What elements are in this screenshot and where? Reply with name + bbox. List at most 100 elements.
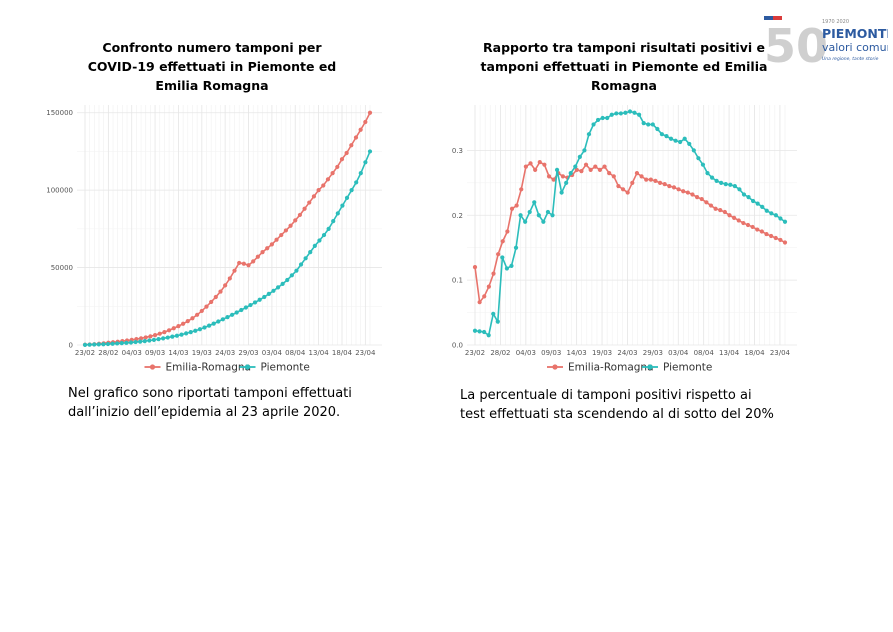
legend-key-dot (149, 364, 156, 370)
data-point (659, 132, 665, 137)
data-point (582, 148, 587, 153)
data-point (143, 335, 148, 340)
data-point (778, 216, 783, 221)
data-point (708, 203, 714, 208)
data-point (239, 307, 244, 313)
data-point (602, 164, 607, 169)
data-point (513, 245, 519, 250)
data-point (237, 260, 242, 266)
data-point (583, 162, 589, 167)
data-point (682, 136, 687, 141)
data-point (209, 299, 214, 305)
data-point (732, 183, 737, 189)
data-point (653, 178, 658, 183)
data-point (719, 180, 724, 185)
data-point (681, 189, 686, 194)
data-point (312, 243, 317, 249)
data-point (280, 281, 285, 286)
data-point (257, 297, 262, 302)
data-point (650, 122, 655, 127)
data-point (179, 332, 184, 337)
data-point (274, 237, 279, 242)
data-point (152, 332, 158, 338)
data-point (495, 319, 500, 324)
data-point (285, 277, 290, 283)
data-point (185, 319, 190, 324)
legend-label: Piemonte (261, 362, 310, 374)
data-point (718, 207, 723, 213)
data-point (486, 333, 491, 338)
data-point (505, 229, 510, 234)
logo-line-2: valori comuni (822, 41, 888, 54)
plot-panel (77, 105, 382, 345)
data-point (745, 222, 751, 228)
data-point (225, 315, 230, 320)
legend-label: Emilia-Romagna (568, 362, 654, 374)
data-point (755, 201, 760, 206)
data-point (289, 273, 294, 278)
data-point (207, 323, 212, 328)
data-point (509, 263, 514, 268)
data-point (600, 115, 605, 121)
data-point (657, 180, 663, 185)
y-tick-label: 100000 (46, 187, 73, 195)
data-point (96, 342, 101, 347)
y-tick-label: 0 (69, 342, 73, 350)
data-point (482, 294, 487, 299)
data-point (241, 261, 246, 266)
data-point (509, 206, 515, 211)
x-tick-label: 18/04 (744, 349, 765, 357)
data-point (504, 266, 510, 271)
data-point (213, 294, 218, 300)
data-point (667, 183, 672, 189)
data-point (574, 167, 579, 172)
data-point (541, 219, 546, 224)
legend-key-dot (647, 364, 653, 370)
data-point (335, 211, 340, 216)
x-tick-label: 24/03 (215, 349, 235, 357)
data-point (303, 256, 308, 261)
data-point (266, 291, 271, 297)
x-tick-label: 04/03 (516, 349, 536, 357)
logo-tagline: Una regione, tante storie (822, 56, 879, 62)
data-point (367, 149, 373, 154)
data-point (607, 171, 612, 176)
data-point (162, 330, 167, 335)
data-point (546, 174, 552, 179)
data-point (518, 213, 523, 218)
data-point (691, 148, 696, 153)
data-point (637, 112, 642, 117)
data-point (269, 242, 274, 247)
data-point (551, 177, 556, 182)
data-point (148, 334, 153, 339)
x-tick-label: 04/03 (122, 349, 142, 357)
data-point (298, 262, 304, 267)
data-point (586, 132, 592, 137)
data-point (500, 255, 505, 260)
data-point (243, 305, 248, 310)
data-point (644, 177, 649, 182)
data-point (491, 271, 496, 276)
y-tick-label: 50000 (51, 264, 73, 272)
data-point (252, 300, 258, 305)
data-point (105, 341, 111, 347)
data-point (668, 136, 674, 141)
data-point (275, 285, 281, 290)
data-point (367, 110, 373, 115)
data-point (700, 162, 706, 167)
x-tick-label: 09/03 (541, 349, 561, 357)
data-point (308, 249, 313, 255)
data-point (288, 223, 293, 228)
data-point (176, 324, 181, 329)
data-point (363, 160, 368, 165)
right-chart-title: Rapporto tra tamponi risultati positivi … (462, 38, 786, 95)
x-tick-label: 13/04 (719, 349, 740, 357)
x-tick-label: 23/04 (770, 349, 791, 357)
data-point (161, 336, 166, 341)
data-point (694, 195, 700, 200)
x-tick-label: 13/04 (309, 349, 330, 357)
data-point (568, 171, 573, 176)
data-point (260, 249, 265, 255)
data-point (202, 325, 207, 330)
logo-top-text: 1970 2020 (822, 19, 849, 25)
